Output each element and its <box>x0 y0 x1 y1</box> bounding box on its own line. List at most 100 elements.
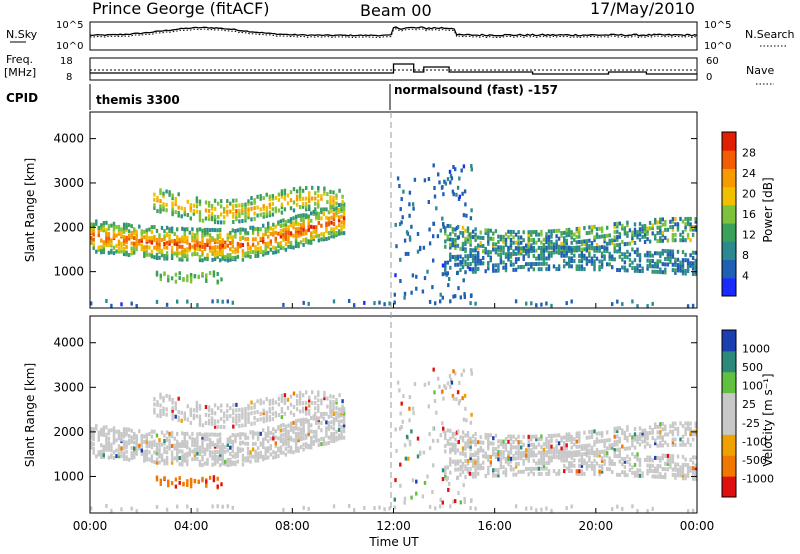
velocity-cell-644 <box>320 442 323 447</box>
power-cell-1333 <box>540 261 543 266</box>
velocity-cell-715 <box>342 411 346 416</box>
velocity-cell-1848 <box>691 468 695 473</box>
velocity-cell-948 <box>317 398 320 403</box>
velocity-cell-1067 <box>461 451 465 456</box>
power-cell-1949 <box>423 276 427 281</box>
velocity-cell-226 <box>170 434 174 439</box>
velocity-cell-1392 <box>555 450 558 455</box>
power-cell-1183 <box>494 247 498 252</box>
beam-title: Beam 00 <box>360 1 432 20</box>
power-cell-578 <box>297 241 300 246</box>
velocity-cell-2024 <box>565 506 568 511</box>
power-cell-764 <box>189 208 192 213</box>
power-cell-723 <box>156 198 159 203</box>
velocity-cell-1448 <box>570 461 573 466</box>
power-cell-1856 <box>694 272 697 277</box>
velocity-cell-1240 <box>512 472 515 477</box>
velocity-cell-1964 <box>461 396 464 401</box>
power-cell-1258 <box>517 235 520 240</box>
power-cell-1771 <box>671 233 675 237</box>
velocity-cell-827 <box>235 408 238 413</box>
power-cell-425 <box>241 257 245 262</box>
power-cell-758 <box>183 212 186 217</box>
power-cell-1477 <box>578 253 581 258</box>
velocity-cell-1447 <box>570 463 573 468</box>
velocity-cell-1519 <box>590 466 594 471</box>
velocity-cell-670 <box>330 436 333 441</box>
power-cell-1171 <box>492 242 495 247</box>
power-cell-595 <box>302 231 305 236</box>
velocity-cell-251 <box>181 443 184 448</box>
power-cell-1386 <box>555 250 558 255</box>
power-cell-1938 <box>415 286 418 291</box>
power-cell-27 <box>100 228 103 232</box>
power-cell-1338 <box>542 251 546 255</box>
power-cell-76 <box>117 239 121 244</box>
velocity-cell-1300 <box>530 434 533 439</box>
power-cell-457 <box>254 245 257 249</box>
velocity-cell-1354 <box>545 471 548 476</box>
power-cell-2023 <box>550 303 553 308</box>
velocity-cell-1258 <box>517 440 520 445</box>
velocity-cell-1959 <box>444 386 448 390</box>
power-cell-1826 <box>686 232 690 237</box>
power-cell-443 <box>249 254 252 259</box>
velocity-cell-1806 <box>681 440 685 445</box>
velocity-cell-400 <box>231 460 234 465</box>
power-cell-77 <box>117 231 121 236</box>
velocity-cell-1324 <box>537 461 541 466</box>
power-cell-861 <box>256 213 259 218</box>
velocity-cell-111 <box>127 427 131 432</box>
velocity-cell-1747 <box>664 432 667 437</box>
velocity-cell-1119 <box>474 474 477 479</box>
velocity-cell-1171 <box>492 446 495 451</box>
velocity-cell-599 <box>302 425 305 430</box>
power-cell-1986 <box>120 302 123 307</box>
velocity-cell-204 <box>163 441 166 446</box>
power-cell-1996 <box>221 299 224 304</box>
velocity-cell-312 <box>201 435 204 440</box>
velocity-cell-833 <box>238 407 241 412</box>
power-cell-839 <box>244 218 247 223</box>
power-cell-163 <box>148 238 151 243</box>
velocity-cell-1979 <box>433 399 437 403</box>
power-cell-1874 <box>442 192 445 197</box>
power-cell-184 <box>155 241 159 246</box>
power-cell-105 <box>125 225 128 230</box>
power-cell-1264 <box>520 248 523 253</box>
velocity-cell-1563 <box>603 453 606 458</box>
velocity-cell-966 <box>332 405 335 410</box>
velocity-cell-819 <box>232 416 235 421</box>
velocity-cell-93 <box>122 439 126 444</box>
velocity-cell-697 <box>337 412 341 417</box>
power-cell-367 <box>219 240 222 244</box>
power-cell-770 <box>195 209 199 214</box>
power-cell-1950 <box>457 235 460 240</box>
velocity-cell-1656 <box>636 471 639 475</box>
power-cell-1232 <box>509 262 513 267</box>
power-cell-1285 <box>527 240 530 245</box>
power-cell-1517 <box>590 227 594 232</box>
velocity-cell-1437 <box>568 463 571 468</box>
velocity-cell-408 <box>234 460 237 465</box>
velocity-cell-859 <box>253 405 256 410</box>
power-cell-552 <box>289 243 293 248</box>
velocity-cell-1375 <box>550 436 553 441</box>
power-cell-1869 <box>431 285 434 290</box>
power-cell-1824 <box>684 252 687 257</box>
power-cell-532 <box>282 218 285 223</box>
power-cell-524 <box>279 223 283 228</box>
power-cell-1039 <box>449 255 452 260</box>
velocity-cell-13 <box>92 429 95 434</box>
power-cell-1324 <box>537 256 541 261</box>
velocity-cell-1076 <box>464 446 467 451</box>
power-cell-1423 <box>565 233 568 238</box>
velocity-cell-1273 <box>522 461 525 466</box>
velocity-cell-669 <box>330 439 333 443</box>
power-cell-736 <box>165 208 168 213</box>
velocity-cell-1117 <box>474 437 477 442</box>
power-cell-225 <box>170 239 174 244</box>
velocity-cell-585 <box>299 445 303 449</box>
power-cell-1142 <box>482 249 485 254</box>
